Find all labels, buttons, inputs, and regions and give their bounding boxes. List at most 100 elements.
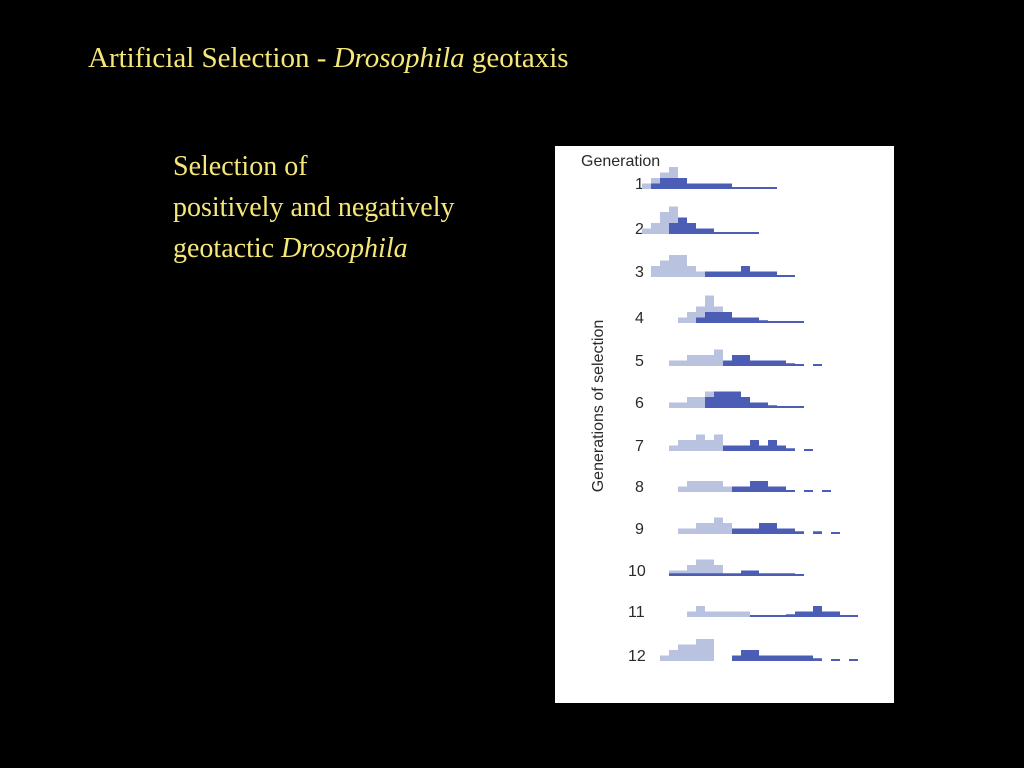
title-suffix: geotaxis: [464, 42, 569, 74]
dark-bar: [831, 611, 840, 617]
light-bar: [687, 266, 696, 277]
dark-bar: [786, 490, 795, 492]
dark-bar: [786, 573, 795, 576]
generation-label: 11: [628, 604, 645, 621]
dark-bar: [732, 271, 741, 277]
dark-bar: [759, 655, 768, 661]
light-bar: [678, 317, 687, 323]
generation-label: 5: [635, 353, 644, 370]
dark-bar: [723, 312, 732, 323]
dark-bar: [849, 659, 858, 661]
dark-bar: [741, 486, 750, 492]
dark-bar: [741, 528, 750, 534]
body-line-3-italic: Drosophila: [281, 233, 408, 264]
dark-bar: [768, 187, 777, 189]
dark-bar: [750, 481, 759, 492]
dark-bar: [723, 360, 732, 366]
dark-bar: [768, 360, 777, 366]
dark-bar: [759, 615, 768, 617]
dark-bar: [786, 406, 795, 408]
dark-bar: [804, 655, 813, 661]
dark-bar: [723, 183, 732, 189]
dark-bar: [786, 448, 795, 451]
dark-bar: [741, 187, 750, 189]
dark-bar: [696, 228, 705, 234]
light-bar: [660, 260, 669, 277]
body-line-3-prefix: geotactic: [173, 233, 282, 264]
dark-bar: [705, 573, 714, 576]
light-bar: [696, 606, 705, 617]
light-bar: [687, 565, 696, 576]
light-bar: [741, 611, 750, 617]
dark-bar: [750, 528, 759, 534]
light-bar: [696, 639, 705, 661]
histogram-row-10: 10: [628, 559, 804, 580]
body-line-3: geotactic Drosophila: [173, 228, 455, 269]
dark-bar: [678, 178, 687, 189]
histogram-row-4: 4: [635, 295, 804, 327]
dark-bar: [705, 228, 714, 234]
dark-bar: [777, 275, 786, 277]
dark-bar: [795, 406, 804, 408]
dark-bar: [705, 183, 714, 189]
dark-bar: [795, 574, 804, 576]
dark-bar: [786, 614, 795, 617]
body-line-1: Selection of: [173, 151, 308, 182]
light-bar: [651, 266, 660, 277]
light-bar: [678, 402, 687, 408]
light-bar: [669, 360, 678, 366]
light-bar: [705, 559, 714, 576]
light-bar: [687, 644, 696, 661]
dark-bar: [750, 650, 759, 661]
light-bar: [696, 306, 705, 323]
dark-bar: [768, 440, 777, 451]
dark-bar: [732, 445, 741, 451]
dark-bar: [741, 650, 750, 661]
light-bar: [732, 611, 741, 617]
dark-bar: [777, 615, 786, 617]
dark-bar: [723, 232, 732, 234]
dark-bar: [759, 187, 768, 189]
dark-bar: [813, 364, 822, 366]
light-bar: [678, 360, 687, 366]
dark-bar: [759, 402, 768, 408]
generation-label: 7: [635, 438, 644, 455]
dark-bar: [750, 271, 759, 277]
dark-bar: [759, 320, 768, 323]
light-bar: [714, 565, 723, 576]
dark-bar: [732, 486, 741, 492]
dark-bar: [750, 232, 759, 234]
light-bar: [696, 523, 705, 534]
dark-bar: [741, 397, 750, 408]
light-bar: [687, 611, 696, 617]
histogram-row-9: 9: [635, 517, 840, 538]
histogram-row-2: 2: [635, 206, 759, 238]
dark-bar: [714, 573, 723, 576]
generation-label: 8: [635, 479, 644, 496]
generation-label: 4: [635, 310, 644, 327]
dark-bar: [750, 187, 759, 189]
column-header: Generation: [581, 153, 660, 170]
histogram-chart: Generation Generations of selection 1234…: [581, 153, 858, 665]
dark-bar: [723, 271, 732, 277]
dark-bar: [714, 391, 723, 408]
dark-bar: [777, 528, 786, 534]
generation-label: 2: [635, 221, 644, 238]
histogram-row-5: 5: [635, 349, 822, 370]
light-bar: [705, 295, 714, 323]
light-bar: [723, 486, 732, 492]
light-bar: [714, 349, 723, 366]
dark-bar: [678, 573, 687, 576]
dark-bar: [813, 658, 822, 661]
light-bar: [651, 223, 660, 234]
dark-bar: [750, 317, 759, 323]
dark-bar: [759, 271, 768, 277]
light-bar: [642, 228, 651, 234]
dark-bar: [786, 655, 795, 661]
light-bar: [687, 397, 696, 408]
dark-bar: [687, 223, 696, 234]
histogram-row-1: 1: [635, 167, 777, 193]
histogram-row-11: 11: [628, 604, 858, 621]
light-bar: [687, 355, 696, 366]
